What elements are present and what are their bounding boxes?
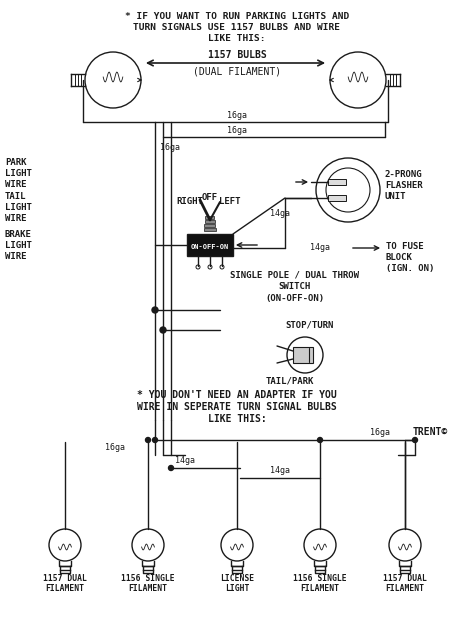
FancyBboxPatch shape [187,234,233,256]
Text: BRAKE
LIGHT
WIRE: BRAKE LIGHT WIRE [5,230,32,261]
FancyBboxPatch shape [204,224,216,227]
Text: TO FUSE
BLOCK
(IGN. ON): TO FUSE BLOCK (IGN. ON) [386,242,434,273]
Text: 14ga: 14ga [310,244,330,252]
Circle shape [168,466,173,471]
Text: TAIL/PARK: TAIL/PARK [266,377,314,386]
FancyBboxPatch shape [204,228,216,231]
Text: 16ga: 16ga [160,143,180,153]
Text: WIRE IN SEPERATE TURN SIGNAL BULBS: WIRE IN SEPERATE TURN SIGNAL BULBS [137,402,337,412]
Circle shape [412,437,418,442]
Circle shape [152,307,158,313]
Text: 16ga: 16ga [227,126,247,135]
Text: 1157 BULBS: 1157 BULBS [208,50,266,60]
Text: PARK
LIGHT
WIRE: PARK LIGHT WIRE [5,158,32,189]
Text: 16ga: 16ga [370,428,390,437]
Text: (DUAL FILAMENT): (DUAL FILAMENT) [193,66,281,76]
Text: 1157 DUAL
FILAMENT: 1157 DUAL FILAMENT [383,574,427,593]
FancyBboxPatch shape [205,220,215,223]
FancyBboxPatch shape [328,195,346,201]
Text: 16ga: 16ga [227,111,247,120]
Text: 14ga: 14ga [270,208,290,218]
Text: TURN SIGNALS USE 1157 BULBS AND WIRE: TURN SIGNALS USE 1157 BULBS AND WIRE [134,23,340,32]
Text: 2-PRONG
FLASHER
UNIT: 2-PRONG FLASHER UNIT [385,170,423,201]
Text: LIKE THIS:: LIKE THIS: [208,414,266,424]
FancyBboxPatch shape [328,179,346,185]
FancyBboxPatch shape [293,347,313,363]
Circle shape [160,327,166,333]
Text: LICENSE
LIGHT: LICENSE LIGHT [220,574,254,593]
Circle shape [318,437,322,442]
Text: 16ga: 16ga [105,443,125,452]
Text: * YOU DON'T NEED AN ADAPTER IF YOU: * YOU DON'T NEED AN ADAPTER IF YOU [137,390,337,400]
Text: LIKE THIS:: LIKE THIS: [208,34,266,43]
FancyBboxPatch shape [206,216,215,219]
Text: OFF: OFF [202,192,218,201]
Text: ON-OFF-ON: ON-OFF-ON [191,244,229,250]
Text: LEFT: LEFT [219,198,241,206]
Text: 14ga: 14ga [175,456,195,465]
Text: 1156 SINGLE
FILAMENT: 1156 SINGLE FILAMENT [121,574,175,593]
Text: 1156 SINGLE
FILAMENT: 1156 SINGLE FILAMENT [293,574,347,593]
Text: RIGHT: RIGHT [176,198,203,206]
Text: 14ga: 14ga [270,466,290,475]
Circle shape [153,437,157,442]
Text: TRENT©: TRENT© [412,427,447,437]
Text: STOP/TURN: STOP/TURN [286,321,334,330]
Circle shape [146,437,151,442]
Text: 1157 DUAL
FILAMENT: 1157 DUAL FILAMENT [43,574,87,593]
Text: * IF YOU WANT TO RUN PARKING LIGHTS AND: * IF YOU WANT TO RUN PARKING LIGHTS AND [125,12,349,21]
Text: TAIL
LIGHT
WIRE: TAIL LIGHT WIRE [5,192,32,223]
Text: SINGLE POLE / DUAL THROW
SWITCH
(ON-OFF-ON): SINGLE POLE / DUAL THROW SWITCH (ON-OFF-… [230,270,359,303]
